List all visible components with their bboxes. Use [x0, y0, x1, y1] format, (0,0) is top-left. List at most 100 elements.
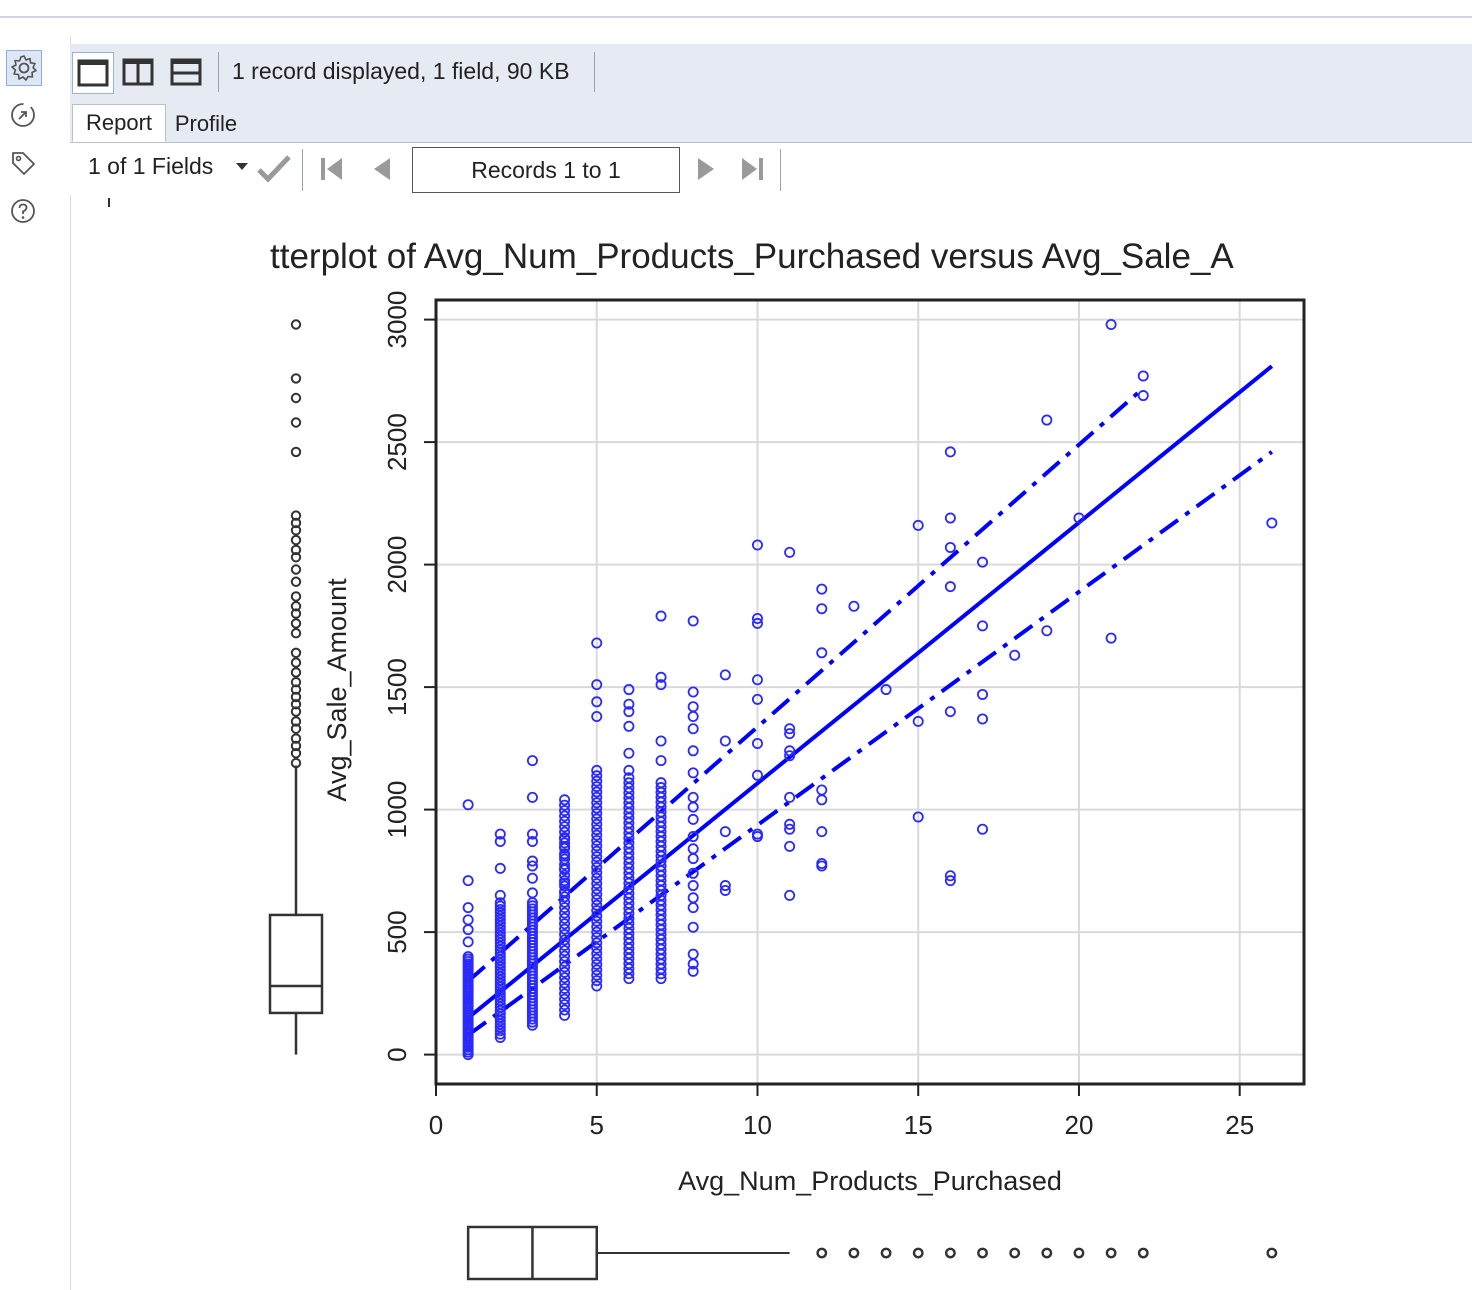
- data-point: [655, 782, 667, 794]
- data-point: [591, 834, 603, 846]
- data-point: [944, 446, 956, 458]
- previous-record-icon[interactable]: [366, 153, 398, 185]
- data-point: [526, 755, 538, 767]
- window-top-strip: [0, 0, 1472, 18]
- y-outlier-point: [290, 534, 302, 546]
- data-point: [944, 875, 956, 887]
- results-toolbar: 1 record displayed, 1 field, 90 KB: [70, 44, 1472, 97]
- data-point: [687, 767, 699, 779]
- data-point: [494, 910, 506, 922]
- fields-selector[interactable]: 1 of 1 Fields: [88, 153, 248, 180]
- data-point: [591, 975, 603, 987]
- y-tick-label: 3000: [382, 291, 412, 349]
- data-point: [494, 1001, 506, 1013]
- y-outlier-point: [290, 446, 302, 458]
- data-point: [1105, 632, 1117, 644]
- last-record-icon[interactable]: [736, 153, 768, 185]
- data-point: [784, 546, 796, 558]
- single-pane-layout-button[interactable]: [72, 52, 114, 94]
- data-point: [526, 828, 538, 840]
- data-point: [494, 961, 506, 973]
- data-point: [591, 958, 603, 970]
- data-point: [784, 750, 796, 762]
- y-outlier-point: [290, 748, 302, 759]
- data-point: [559, 902, 571, 914]
- y-outlier-point: [290, 601, 302, 612]
- data-point: [687, 948, 699, 960]
- data-point: [591, 980, 603, 992]
- data-point: [591, 818, 603, 830]
- data-point: [591, 770, 603, 782]
- compass-icon[interactable]: [6, 98, 40, 132]
- y-marginal-boxplot: [268, 319, 324, 1055]
- y-outlier-point: [290, 591, 302, 602]
- first-record-icon[interactable]: [316, 153, 348, 185]
- x-outlier-point: [1137, 1247, 1149, 1259]
- data-point: [494, 937, 506, 949]
- data-point: [848, 600, 860, 612]
- data-point: [751, 737, 763, 749]
- data-point: [494, 998, 506, 1010]
- tag-icon[interactable]: [6, 146, 40, 180]
- data-point: [526, 872, 538, 884]
- x-outlier-point: [912, 1247, 924, 1259]
- data-point: [494, 900, 506, 912]
- data-point: [494, 1025, 506, 1037]
- data-point: [944, 706, 956, 718]
- data-point: [687, 853, 699, 865]
- data-point: [526, 855, 538, 867]
- next-record-icon[interactable]: [690, 153, 722, 185]
- side-by-side-layout-button[interactable]: [118, 52, 158, 92]
- scatter-points: [462, 319, 1278, 1061]
- y-outlier-point: [290, 657, 302, 668]
- data-point: [494, 988, 506, 1000]
- y-outlier-point: [290, 740, 302, 752]
- data-point: [494, 1021, 506, 1033]
- y-outlier-point: [290, 608, 302, 619]
- fields-label: 1 of 1 Fields: [88, 153, 214, 179]
- data-point: [591, 931, 603, 943]
- data-point: [559, 988, 571, 1000]
- y-tick-label: 2000: [382, 536, 412, 594]
- nav-divider: [780, 149, 781, 191]
- tab-profile[interactable]: Profile: [174, 111, 238, 136]
- y-axis: 0 500 1000 1500 2000 2500 3000: [382, 291, 436, 1062]
- data-point: [591, 845, 603, 857]
- data-point: [912, 519, 924, 531]
- record-status-text: 1 record displayed, 1 field, 90 KB: [232, 58, 570, 84]
- data-point: [559, 805, 571, 817]
- data-point: [816, 603, 828, 615]
- data-point: [494, 934, 506, 946]
- data-point: [784, 791, 796, 803]
- y-outlier-point: [290, 319, 302, 330]
- help-icon[interactable]: [6, 194, 40, 228]
- data-point: [751, 831, 763, 843]
- x-outlier-point: [848, 1247, 860, 1259]
- data-point: [494, 947, 506, 959]
- x-axis-label: Avg_Num_Products_Purchased: [678, 1166, 1062, 1196]
- data-point: [559, 799, 571, 811]
- text-cursor: [108, 198, 110, 207]
- data-point: [816, 860, 828, 872]
- data-point: [462, 914, 474, 926]
- data-point: [1266, 517, 1278, 529]
- data-point: [687, 723, 699, 735]
- data-point: [494, 974, 506, 986]
- y-outlier-point: [290, 576, 302, 587]
- data-point: [944, 541, 956, 553]
- data-point: [816, 583, 828, 595]
- data-point: [559, 912, 571, 924]
- gear-icon[interactable]: [6, 50, 42, 86]
- data-point: [591, 696, 603, 708]
- apply-check-icon[interactable]: [256, 153, 292, 190]
- y-tick-label: 2500: [382, 413, 412, 471]
- tab-report[interactable]: Report: [72, 104, 166, 142]
- data-point: [623, 684, 635, 696]
- data-point: [655, 679, 667, 691]
- stacked-layout-button[interactable]: [166, 52, 206, 92]
- records-range-display[interactable]: Records 1 to 1: [412, 147, 680, 193]
- data-point: [494, 940, 506, 952]
- data-point: [784, 818, 796, 830]
- y-outlier-point: [290, 677, 302, 688]
- data-point: [719, 884, 731, 896]
